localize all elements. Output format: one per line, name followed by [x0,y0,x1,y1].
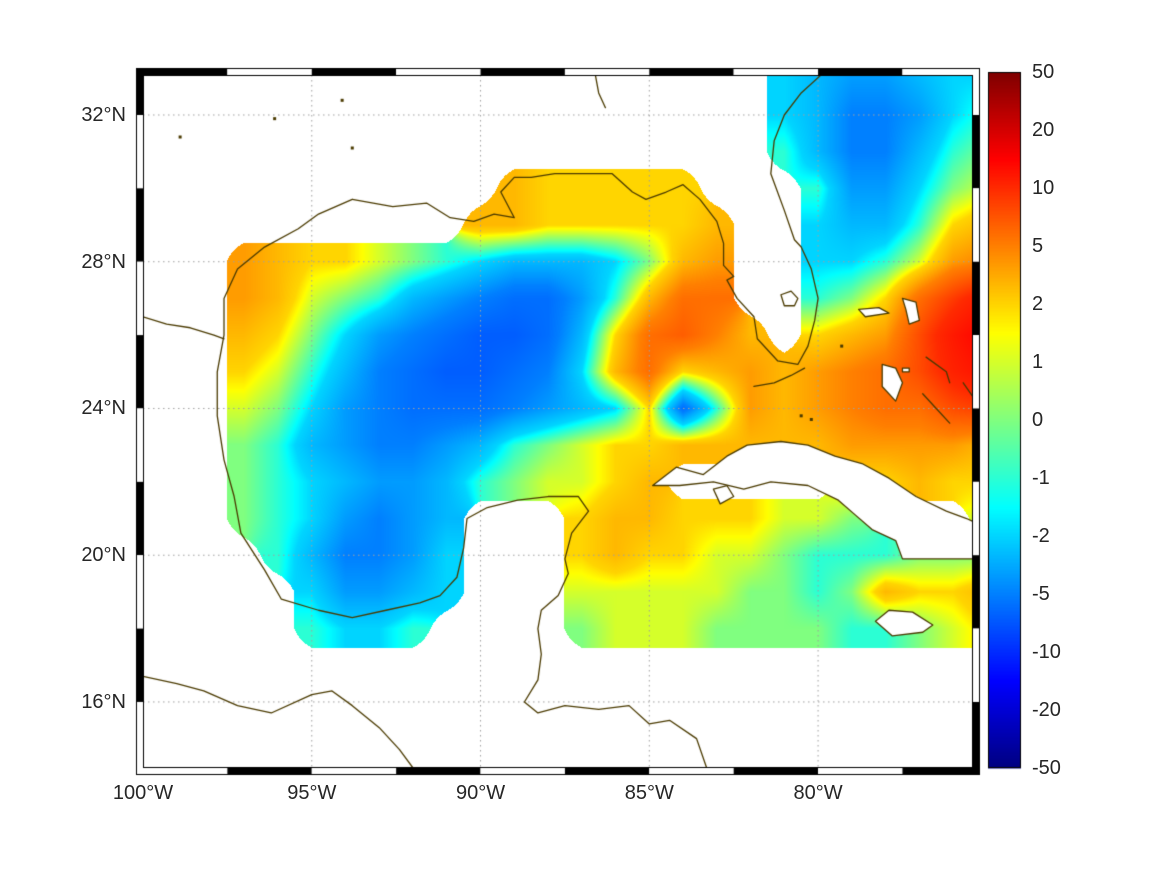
colorbar-tick-label: 50 [1032,61,1055,83]
lat-tick-label: 28°N [81,250,126,273]
colorbar-tick-label: 20 [1032,119,1055,141]
colorbar-tick-label: -1 [1032,467,1050,489]
lat-tick-label: 32°N [81,103,126,126]
lon-tick-label: 95°W [287,782,337,804]
colorbar-tick-label: -2 [1032,525,1050,547]
colorbar-tick-label: 5 [1032,235,1044,257]
colorbar-tick-label: -10 [1032,641,1061,663]
lat-tick-label: 16°N [81,690,126,713]
lat-tick-label: 24°N [81,397,126,420]
lon-tick-label: 85°W [624,782,674,804]
colorbar-tick-label: 10 [1032,177,1055,199]
colorbar-tick-label: 1 [1032,351,1044,373]
lon-tick-label: 100°W [112,782,174,804]
lat-tick-label: 20°N [81,544,126,567]
colorbar-tick-label: -50 [1032,757,1061,779]
colorbar-tick-label: 2 [1032,293,1044,315]
colorbar-tick-label: 0 [1032,409,1044,431]
colorbar-tick-label: -5 [1032,583,1050,605]
colorbar-tick-label: -20 [1032,699,1061,721]
lon-tick-label: 90°W [455,782,506,804]
lon-tick-label: 80°W [793,782,843,804]
